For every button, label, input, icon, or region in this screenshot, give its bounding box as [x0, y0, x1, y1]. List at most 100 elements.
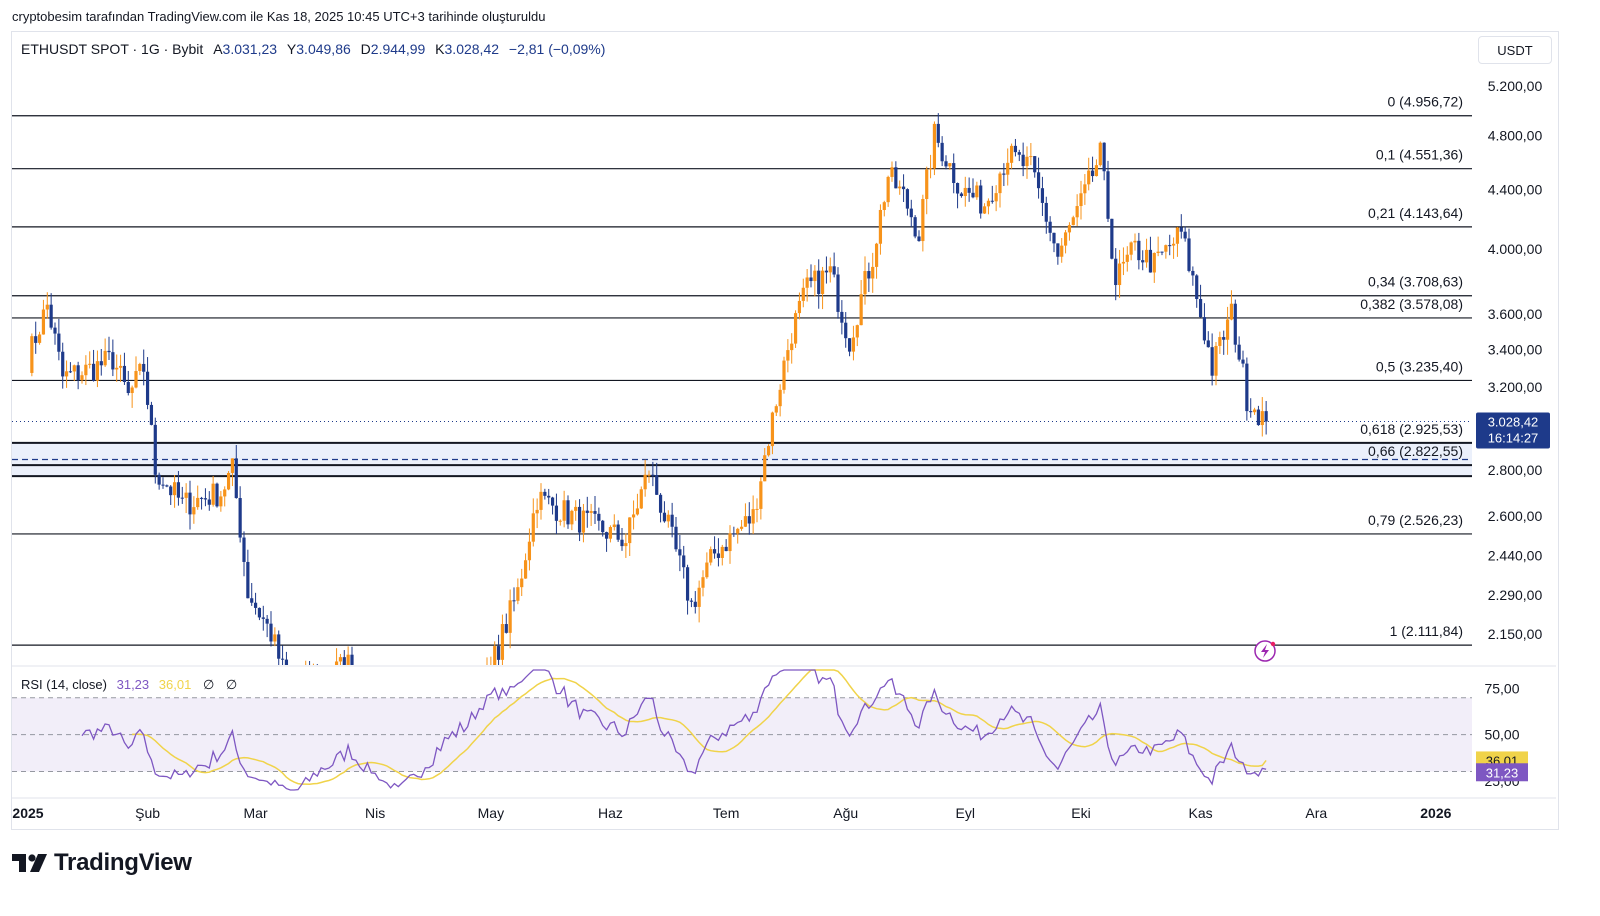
chart-caption: cryptobesim tarafından TradingView.com i… [12, 9, 546, 24]
rsi-legend[interactable]: RSI (14, close) 31,23 36,01 ∅ ∅ [21, 677, 237, 693]
candle-body [111, 352, 115, 370]
candle-body [1002, 173, 1006, 175]
candle-body [944, 161, 948, 167]
low-value: 2.944,99 [370, 41, 426, 57]
candle-body [786, 350, 790, 361]
candle-body [554, 505, 559, 521]
candle-body [53, 327, 57, 334]
candle-body [751, 509, 755, 524]
candle-body [1152, 253, 1156, 273]
chart-frame[interactable] [11, 31, 1559, 830]
candle-body [1245, 363, 1249, 412]
candle-body [979, 185, 983, 214]
candle-body [928, 168, 933, 170]
candle-body [635, 508, 640, 515]
candle-body [304, 674, 307, 683]
symbol-legend[interactable]: ETHUSDT SPOT · 1G · Bybit A3.031,23 Y3.0… [21, 41, 605, 57]
candle-body [662, 512, 667, 522]
candle-body [1175, 227, 1180, 244]
candle-body [601, 520, 605, 533]
candle-body [909, 208, 913, 218]
time-tick-label: Eyl [956, 805, 975, 821]
candle-body [948, 163, 952, 167]
candle-body [840, 311, 844, 323]
candle-body [493, 646, 497, 665]
candle-body [674, 526, 678, 550]
candle-body [1079, 193, 1083, 207]
candle-body [797, 300, 802, 314]
candle-body [342, 657, 346, 665]
candle-body [95, 361, 100, 381]
candle-body [331, 675, 334, 679]
candle-body [863, 271, 867, 295]
candle-body [215, 483, 219, 507]
candle-body [905, 189, 910, 209]
time-tick-label: Nis [365, 805, 385, 821]
fib-label: 1 (2.111,84) [1390, 623, 1463, 639]
candle-body [273, 634, 277, 642]
candle-body [45, 304, 49, 310]
price-tick-label: 4.800,00 [1488, 128, 1543, 144]
time-tick-label: 2026 [1420, 805, 1451, 821]
candle-body [142, 363, 146, 372]
rsi-tag-label: 31,23 [1486, 765, 1519, 780]
candle-body [774, 406, 778, 413]
candle-body [597, 513, 601, 521]
candle-body [316, 676, 319, 687]
candle-body [682, 555, 686, 568]
time-tick-label: Ağu [833, 805, 858, 821]
candle-body [1229, 303, 1234, 320]
time-tick-label: Ara [1305, 805, 1327, 821]
candle-body [80, 375, 84, 381]
candle-body [176, 482, 181, 498]
candle-body [805, 277, 809, 288]
candle-body [1056, 243, 1060, 257]
candle-body [57, 333, 61, 352]
candle-body [126, 382, 130, 394]
candle-body [1218, 337, 1222, 346]
candle-body [334, 661, 339, 665]
candle-body [30, 336, 34, 373]
candle-body [867, 271, 871, 279]
time-tick-label: Tem [713, 805, 739, 821]
candle-body [99, 361, 103, 366]
candle-body [925, 169, 929, 200]
rsi-line [81, 669, 1267, 791]
candle-body [994, 193, 998, 202]
candle-body [639, 489, 643, 509]
candle-body [631, 514, 636, 518]
candle-body [697, 587, 701, 607]
candle-body [122, 365, 127, 383]
candle-body [180, 497, 184, 499]
candle-body [952, 163, 956, 184]
candle-body [416, 808, 419, 816]
candle-body [265, 618, 269, 624]
candle-body [844, 322, 848, 339]
candle-body [1033, 156, 1037, 173]
candle-body [37, 334, 42, 343]
candle-body [523, 560, 528, 579]
candle-body [643, 474, 647, 490]
rsi-title[interactable]: RSI (14, close) [21, 677, 107, 692]
candle-body [913, 217, 917, 237]
currency-button[interactable]: USDT [1478, 36, 1552, 64]
candle-body [408, 809, 411, 815]
candle-body [678, 549, 682, 556]
symbol-name[interactable]: ETHUSDT SPOT · 1G · Bybit [21, 41, 204, 57]
fib-label: 0,382 (3.578,08) [1360, 296, 1463, 312]
candle-body [1191, 270, 1195, 276]
candle-body [1133, 240, 1137, 243]
time-tick-label: May [478, 805, 504, 821]
price-tick-label: 3.600,00 [1488, 306, 1543, 322]
candle-body [84, 364, 88, 376]
candle-body [199, 497, 204, 499]
candle-body [1110, 218, 1114, 259]
change-value: −2,81 (−0,09%) [508, 41, 606, 57]
candle-body [890, 167, 894, 177]
candle-body [424, 806, 427, 818]
candle-body [793, 313, 798, 344]
tradingview-logo[interactable]: TradingView [12, 849, 192, 877]
candle-body [91, 363, 96, 381]
candle-body [34, 336, 38, 343]
